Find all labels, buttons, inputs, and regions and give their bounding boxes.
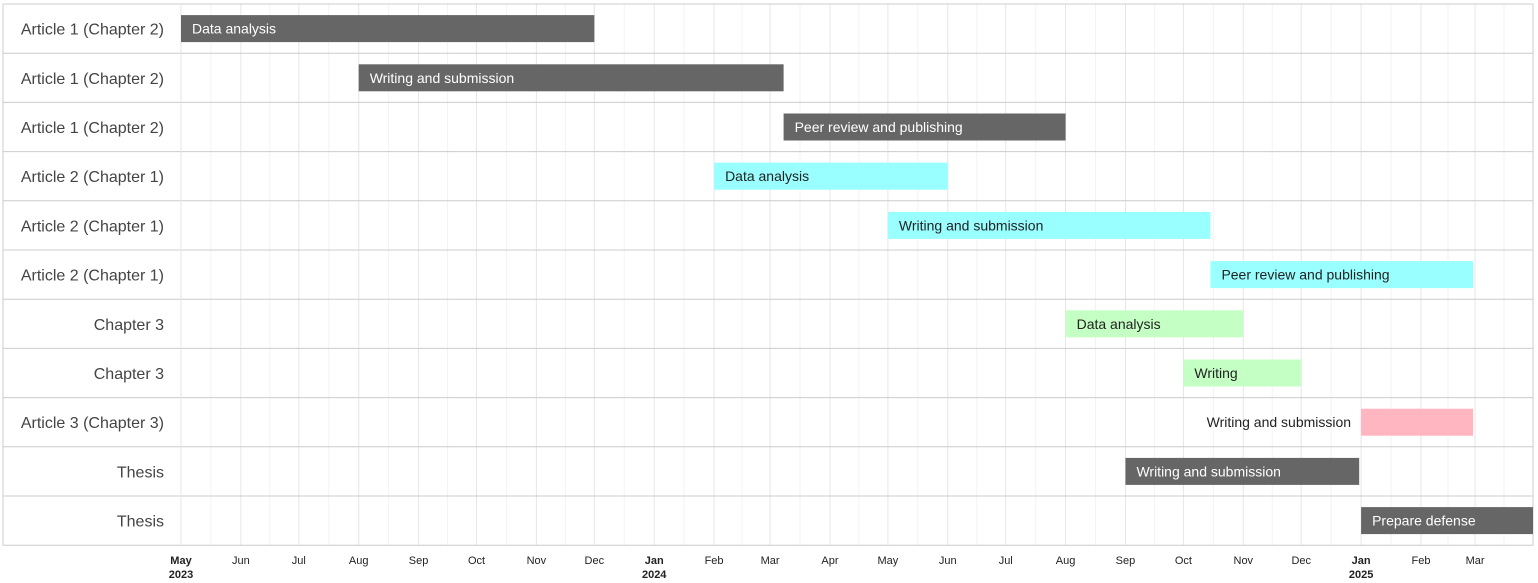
x-tick-label: Nov: [1234, 555, 1254, 567]
task-bar-label: Peer review and publishing: [1221, 267, 1389, 283]
row-label: Article 1 (Chapter 2): [21, 22, 164, 39]
task-bar[interactable]: [1361, 507, 1533, 535]
x-tick-label: Feb: [705, 555, 724, 567]
row-label: Article 2 (Chapter 1): [21, 268, 164, 285]
row-label: Article 1 (Chapter 2): [21, 71, 164, 88]
task-bar[interactable]: [1065, 310, 1244, 338]
task-bar[interactable]: [181, 15, 595, 43]
x-tick-label: Mar: [1466, 555, 1485, 567]
x-tick-label: Sep: [409, 555, 429, 567]
row-label: Article 2 (Chapter 1): [21, 218, 164, 235]
x-tick-label: Oct: [468, 555, 485, 567]
x-tick-year-label: 2023: [169, 569, 193, 581]
row-dividers: [2, 3, 1534, 546]
task-bar-label: Writing and submission: [1207, 414, 1351, 430]
task-bar-label: Data analysis: [192, 21, 276, 37]
x-tick-label: Aug: [349, 555, 369, 567]
row-label: Chapter 3: [94, 317, 164, 334]
x-tick-label: Jun: [232, 555, 250, 567]
task-bar-label: Data analysis: [725, 168, 809, 184]
task-bar-label: Writing and submission: [899, 217, 1043, 233]
x-tick-label: Dec: [1291, 555, 1311, 567]
row-label: Thesis: [117, 464, 164, 481]
task-bar-label: Data analysis: [1077, 316, 1161, 332]
x-tick-label: Mar: [761, 555, 780, 567]
task-bar-label: Prepare defense: [1372, 513, 1476, 529]
x-tick-year-label: 2024: [642, 569, 667, 581]
x-tick-label: Dec: [585, 555, 605, 567]
row-label: Article 2 (Chapter 1): [21, 169, 164, 186]
row-label: Chapter 3: [94, 366, 164, 383]
task-bar[interactable]: [1361, 408, 1474, 436]
task-bar[interactable]: [783, 113, 1066, 141]
row-labels: Article 1 (Chapter 2) Article 1 (Chapter …: [21, 22, 164, 531]
x-tick-label: Apr: [821, 555, 838, 567]
x-tick-label: Sep: [1116, 555, 1136, 567]
x-tick-label: Jun: [939, 555, 957, 567]
x-tick-label: Aug: [1056, 555, 1076, 567]
row-label: Article 3 (Chapter 3): [21, 415, 164, 432]
task-bar[interactable]: [358, 64, 784, 92]
row-label: Article 1 (Chapter 2): [21, 120, 164, 137]
task-bar[interactable]: [1125, 457, 1360, 485]
x-axis-ticks: May 2023 Jun Jul Aug Sep Oct Nov Dec Jan 2024 Feb Ma…: [169, 555, 1485, 581]
x-tick-label: Jan: [1352, 555, 1371, 567]
x-tick-label: Jul: [292, 555, 306, 567]
x-tick-label: Jan: [645, 555, 664, 567]
task-bar-label: Writing and submission: [370, 70, 514, 86]
x-tick-year-label: 2025: [1349, 569, 1373, 581]
task-bar[interactable]: [887, 211, 1211, 239]
x-tick-label: Feb: [1411, 555, 1430, 567]
grid-lines: [180, 4, 1505, 546]
task-bar-label: Peer review and publishing: [795, 119, 963, 135]
task-bars: Data analysis Writing and submission Peer …: [181, 15, 1533, 535]
task-bar[interactable]: [714, 162, 948, 190]
x-tick-label: May: [170, 555, 192, 567]
x-tick-label: Nov: [527, 555, 547, 567]
task-bar[interactable]: [1183, 359, 1302, 387]
task-bar[interactable]: [1210, 261, 1474, 289]
x-tick-label: Oct: [1175, 555, 1192, 567]
x-tick-label: May: [878, 555, 899, 567]
task-bar-label: Writing and submission: [1136, 463, 1280, 479]
task-bar-label: Writing: [1194, 365, 1237, 381]
x-tick-label: Jul: [999, 555, 1013, 567]
row-label: Thesis: [117, 514, 164, 531]
